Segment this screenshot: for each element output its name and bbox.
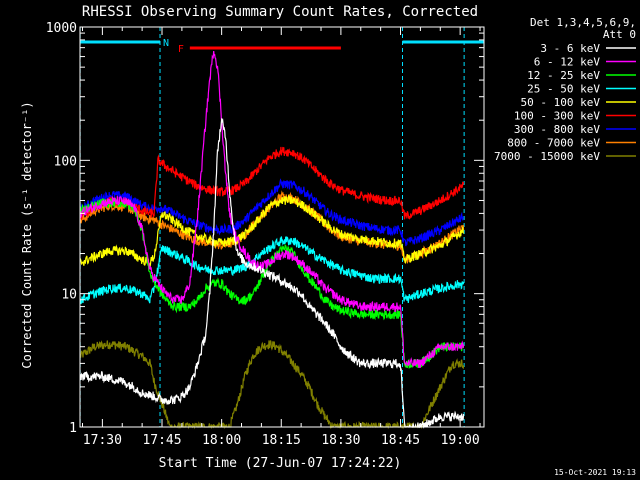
- y-tick-label: 10: [61, 288, 77, 303]
- legend-entry-label: 7000 - 15000 keV: [494, 150, 600, 163]
- series-line-6: [79, 178, 465, 247]
- x-tick-label: 19:00: [441, 433, 480, 448]
- legend-header-line-1: Det 1,3,4,5,6,9,: [530, 16, 636, 29]
- y-tick-label: 100: [54, 154, 77, 169]
- plot-frame: [79, 26, 485, 428]
- flag-label-f: F: [178, 44, 184, 55]
- chart-title: RHESSI Observing Summary Count Rates, Co…: [82, 4, 478, 20]
- series-line-5: [79, 146, 465, 220]
- x-tick-label: 18:30: [321, 433, 360, 448]
- legend-entry-label: 300 - 800 keV: [514, 123, 600, 136]
- legend-entry-label: 50 - 100 keV: [521, 96, 601, 109]
- timestamp: 15-Oct-2021 19:13: [554, 468, 636, 477]
- legend-entry-label: 12 - 25 keV: [527, 69, 600, 82]
- series-line-0: [79, 118, 465, 429]
- x-axis-label: Start Time (27-Jun-07 17:24:22): [159, 456, 402, 471]
- x-tick-label: 17:30: [83, 433, 122, 448]
- legend-entry-label: 800 - 7000 keV: [507, 137, 600, 150]
- x-tick-label: 18:15: [262, 433, 301, 448]
- series-line-1: [79, 51, 465, 369]
- y-tick-label: 1000: [46, 21, 77, 36]
- series-line-4: [79, 193, 465, 268]
- series-line-3: [79, 235, 465, 305]
- y-tick-label: 1: [69, 421, 77, 436]
- x-tick-label: 17:45: [142, 433, 181, 448]
- flag-label-n: N: [163, 38, 169, 49]
- x-axis: 17:30 17:45 18:00 18:15 18:30 18:45 19:00: [82, 27, 481, 448]
- x-tick-label: 18:45: [381, 433, 420, 448]
- legend-header-line-2: Att 0: [603, 28, 636, 41]
- legend-entry-label: 6 - 12 keV: [534, 56, 601, 69]
- x-tick-label: 18:00: [202, 433, 241, 448]
- y-axis: 1 10 100 1000: [46, 21, 484, 436]
- legend-entry-label: 3 - 6 keV: [540, 42, 600, 55]
- legend-entry-label: 25 - 50 keV: [527, 83, 600, 96]
- plot-area: NF: [79, 26, 485, 430]
- legend-entry-label: 100 - 300 keV: [514, 110, 600, 123]
- y-axis-label: Corrected Count Rate (s⁻¹ detector⁻¹): [20, 101, 34, 368]
